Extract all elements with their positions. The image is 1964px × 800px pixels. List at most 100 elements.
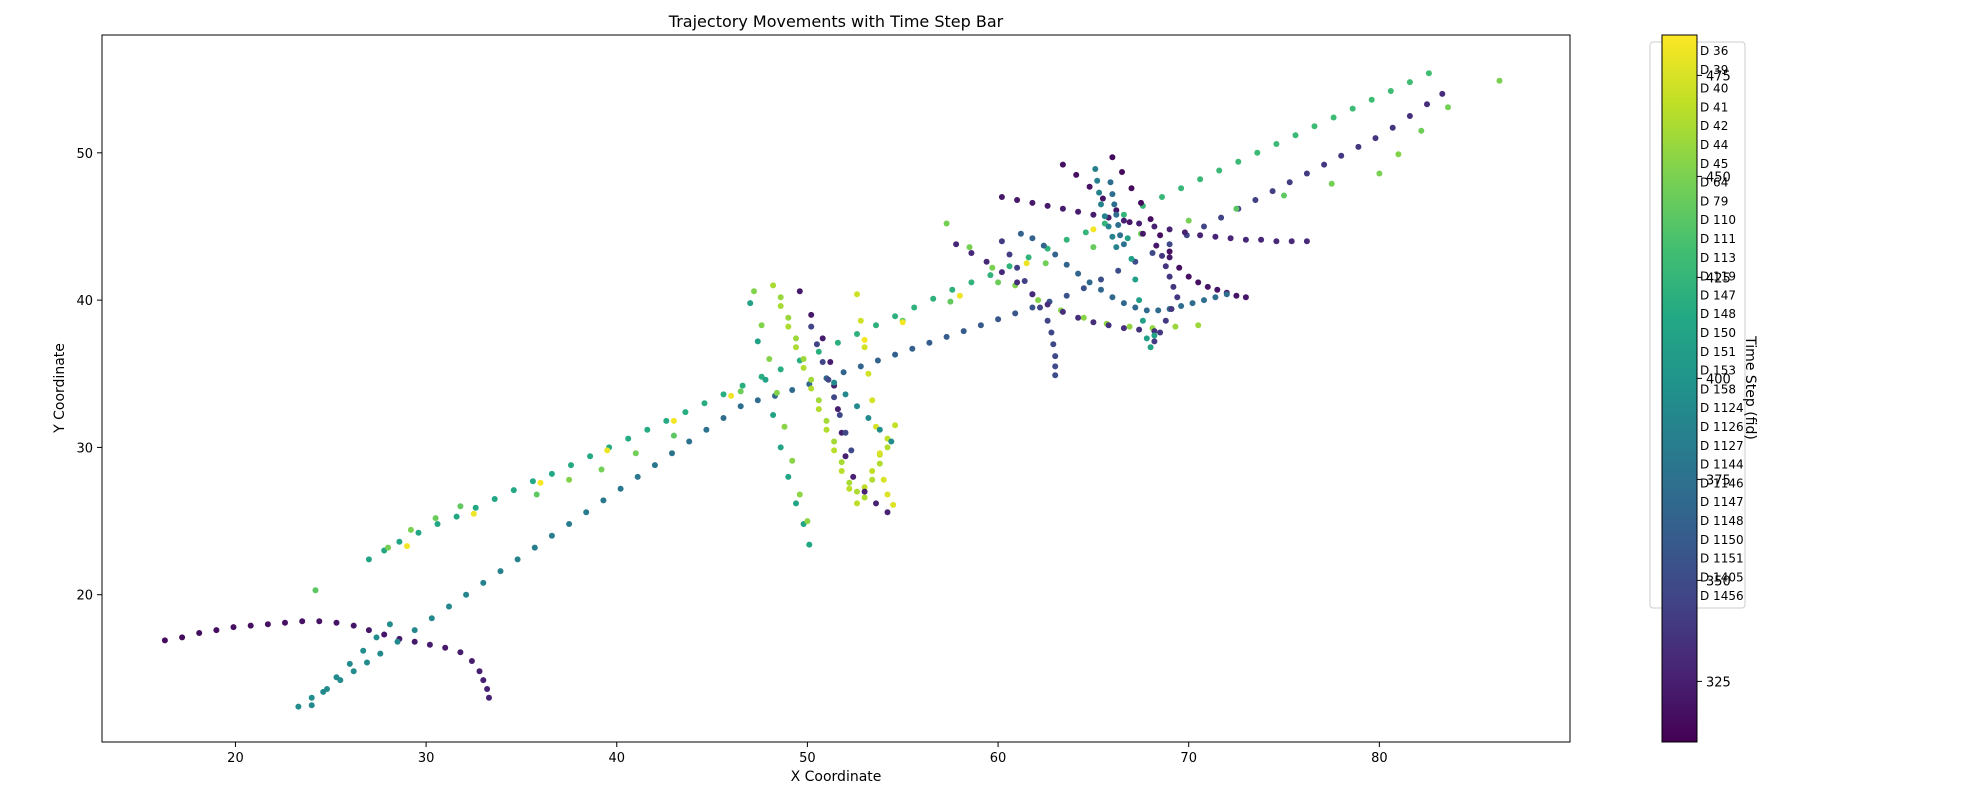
legend-entry: D 41 bbox=[1700, 100, 1728, 114]
legend-entry: D 36 bbox=[1700, 44, 1728, 58]
trajectory-point bbox=[977, 322, 984, 329]
trajectory-point bbox=[789, 457, 796, 464]
trajectory-point bbox=[670, 432, 677, 439]
trajectory-point bbox=[1139, 230, 1146, 237]
trajectory-series bbox=[998, 194, 1310, 245]
trajectory-point bbox=[179, 634, 186, 641]
trajectory-point bbox=[1170, 283, 1177, 290]
x-tick-label: 50 bbox=[799, 751, 816, 766]
y-tick-label: 30 bbox=[76, 441, 93, 456]
trajectory-point bbox=[625, 435, 632, 442]
trajectory-point bbox=[995, 316, 1002, 323]
trajectory-series bbox=[747, 300, 813, 548]
trajectory-point bbox=[548, 470, 555, 477]
trajectory-point bbox=[1042, 260, 1049, 267]
trajectory-point bbox=[1014, 279, 1021, 286]
trajectory-point bbox=[1090, 319, 1097, 326]
trajectory-point bbox=[873, 322, 879, 329]
trajectory-point bbox=[899, 319, 906, 326]
trajectory-point bbox=[1424, 101, 1430, 108]
trajectory-point bbox=[432, 515, 439, 522]
trajectory-point bbox=[457, 503, 464, 510]
trajectory-point bbox=[1389, 124, 1396, 131]
trajectory-point bbox=[854, 291, 860, 298]
chart-title: Trajectory Movements with Time Step Bar bbox=[668, 12, 1004, 31]
legend-entry: D 151 bbox=[1700, 345, 1736, 359]
trajectory-point bbox=[909, 345, 916, 352]
trajectory-point bbox=[762, 376, 769, 383]
trajectory-point bbox=[514, 556, 521, 563]
trajectory-point bbox=[1258, 236, 1265, 243]
trajectory-point bbox=[617, 485, 624, 492]
trajectory-point bbox=[1059, 205, 1066, 212]
trajectory-point bbox=[892, 422, 899, 429]
trajectory-point bbox=[1052, 363, 1059, 370]
trajectory-point bbox=[1098, 286, 1104, 293]
trajectory-point bbox=[1269, 188, 1276, 195]
trajectory-point bbox=[377, 650, 384, 657]
trajectory-point bbox=[282, 619, 288, 626]
legend-entry: D 1405 bbox=[1700, 570, 1744, 584]
trajectory-point bbox=[1138, 199, 1144, 206]
trajectory-series bbox=[796, 288, 891, 516]
trajectory-point bbox=[385, 544, 391, 551]
colorbar-tick-label: 325 bbox=[1706, 675, 1731, 690]
trajectory-point bbox=[583, 509, 590, 516]
trajectory-point bbox=[1204, 283, 1211, 290]
trajectory-point bbox=[1159, 194, 1165, 200]
trajectory-point bbox=[815, 397, 822, 404]
trajectory-point bbox=[1101, 213, 1108, 220]
trajectory-point bbox=[1281, 192, 1287, 199]
trajectory-point bbox=[632, 450, 639, 457]
legend-entries: D 36 D 39 D 40 D 41 D 42 D 44 D 45 D 64 D 79 D 11… bbox=[1700, 44, 1744, 603]
colorbar-tick-label: 400 bbox=[1706, 372, 1731, 387]
trajectory-point bbox=[1037, 304, 1043, 311]
trajectory-point bbox=[834, 339, 841, 346]
trajectory-point bbox=[968, 279, 975, 286]
trajectory-point bbox=[892, 313, 899, 320]
trajectory-point bbox=[161, 637, 168, 644]
trajectory-point bbox=[1355, 143, 1362, 150]
trajectory-point bbox=[815, 348, 822, 355]
trajectory-point bbox=[1098, 276, 1104, 283]
trajectory-point bbox=[411, 627, 418, 634]
trajectory-point bbox=[1157, 329, 1164, 336]
trajectory-point bbox=[876, 450, 883, 457]
trajectory-point bbox=[446, 603, 452, 610]
trajectory-point bbox=[1195, 279, 1202, 286]
trajectory-series bbox=[404, 226, 1097, 550]
trajectory-point bbox=[1286, 179, 1293, 186]
trajectory-point bbox=[1050, 341, 1057, 348]
trajectory-point bbox=[333, 674, 340, 681]
legend-entry: D 147 bbox=[1700, 288, 1736, 302]
trajectory-point bbox=[720, 391, 727, 398]
trajectory-point bbox=[394, 638, 401, 645]
trajectory-point bbox=[842, 429, 849, 436]
trajectory-point bbox=[1166, 254, 1173, 261]
trajectory-point bbox=[1052, 251, 1059, 258]
trajectory-point bbox=[989, 264, 996, 271]
trajectory-point bbox=[1151, 328, 1158, 335]
trajectory-point bbox=[1147, 216, 1154, 223]
trajectory-point bbox=[838, 468, 845, 474]
trajectory-point bbox=[1035, 297, 1042, 304]
trajectory-point bbox=[196, 630, 203, 636]
trajectory-point bbox=[766, 356, 773, 362]
trajectory-point bbox=[1080, 285, 1087, 292]
trajectory-point bbox=[953, 241, 960, 248]
trajectory-point bbox=[651, 462, 658, 469]
trajectory-point bbox=[1029, 291, 1036, 298]
trajectory-point bbox=[1201, 297, 1207, 304]
colorbar-ticks: 325 350 375 400 425 450 475 bbox=[1697, 69, 1731, 690]
trajectory-series bbox=[1124, 235, 1158, 351]
trajectory-point bbox=[484, 686, 491, 692]
trajectory-point bbox=[823, 426, 830, 433]
trajectory-point bbox=[861, 336, 868, 343]
trajectory-point bbox=[669, 450, 675, 457]
trajectory-point bbox=[998, 194, 1005, 200]
colorbar-tick-label: 350 bbox=[1706, 574, 1731, 589]
trajectory-point bbox=[874, 357, 881, 364]
trajectory-point bbox=[1166, 273, 1173, 280]
trajectory-point bbox=[1080, 314, 1087, 321]
trajectory-point bbox=[350, 668, 357, 675]
